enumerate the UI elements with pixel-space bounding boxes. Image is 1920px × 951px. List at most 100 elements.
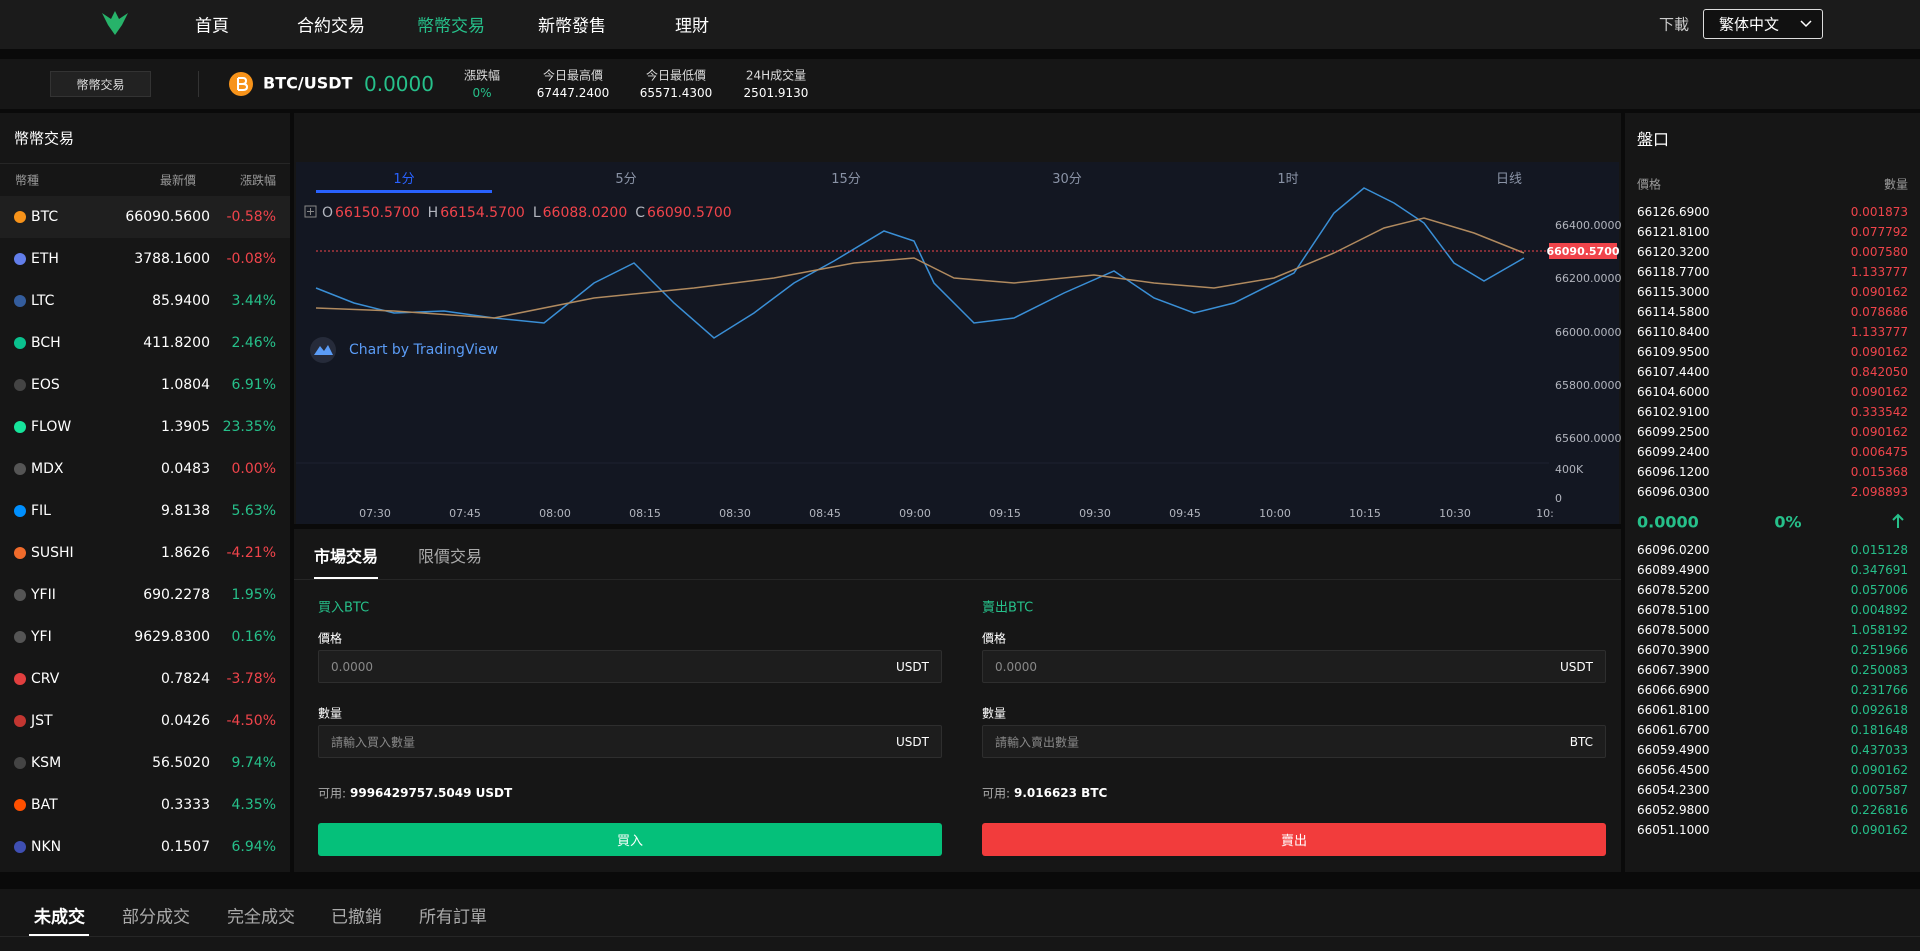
- coin-symbol: JST: [31, 713, 53, 729]
- interval-tab: 1时: [1277, 172, 1298, 187]
- book-price: 66102.9100: [1637, 405, 1710, 419]
- book-price: 66107.4400: [1637, 365, 1710, 379]
- change: -0.08%: [226, 251, 276, 267]
- book-price: 66061.6700: [1637, 723, 1710, 737]
- last-price: 0.7824: [161, 671, 210, 687]
- price-input[interactable]: 0.0000USDT: [982, 650, 1606, 683]
- order-tab[interactable]: 完全成交: [227, 903, 295, 928]
- mid-price: 0.0000: [1637, 513, 1699, 532]
- market-row[interactable]: BAT0.33334.35%: [0, 784, 290, 826]
- price-tick: 65800.0000: [1555, 379, 1621, 392]
- top-nav: 首頁 合約交易 幣幣交易 新幣發售 理財 下載 繁体中文: [0, 0, 1920, 49]
- last-price: 1.3905: [161, 419, 210, 435]
- placeholder: 請輸入買入數量: [331, 734, 415, 751]
- book-amount: 2.098893: [1851, 485, 1908, 499]
- market-row[interactable]: MDX0.04830.00%: [0, 448, 290, 490]
- nav-item[interactable]: 合約交易: [297, 12, 365, 37]
- coin-icon: [14, 379, 26, 391]
- book-price: 66078.5100: [1637, 603, 1710, 617]
- coin-icon: [14, 463, 26, 475]
- coin-symbol: NKN: [31, 839, 61, 855]
- ohlc-value: 66088.0200: [543, 205, 628, 221]
- time-tick: 10:: [1536, 507, 1554, 520]
- interval-tab: 15分: [831, 172, 861, 187]
- market-row[interactable]: CRV0.7824-3.78%: [0, 658, 290, 700]
- tv-watermark: Chart by TradingView: [349, 342, 498, 358]
- coin-icon: [14, 715, 26, 727]
- download-link[interactable]: 下載: [1659, 14, 1689, 35]
- panel-title: 幣幣交易: [14, 128, 74, 149]
- market-row[interactable]: LTC85.94003.44%: [0, 280, 290, 322]
- dropdown-arrow: [1800, 20, 1812, 29]
- book-price: 66089.4900: [1637, 563, 1710, 577]
- nav-item[interactable]: 理財: [675, 12, 709, 37]
- book-amount: 0.004892: [1851, 603, 1908, 617]
- submit-button[interactable]: 賣出: [982, 823, 1606, 856]
- price-tick: 65600.0000: [1555, 432, 1621, 445]
- coin-icon: [14, 337, 26, 349]
- nav-item[interactable]: 幣幣交易: [417, 12, 485, 37]
- order-tab[interactable]: 未成交: [34, 903, 85, 928]
- market-row[interactable]: BTC66090.5600-0.58%: [0, 196, 290, 238]
- price-input[interactable]: 0.0000USDT: [318, 650, 942, 683]
- interval-tab: 1分: [393, 172, 414, 187]
- book-amount: 1.133777: [1851, 265, 1908, 279]
- order-tab[interactable]: 部分成交: [122, 903, 190, 928]
- book-price: 66066.6900: [1637, 683, 1710, 697]
- nav-item[interactable]: 新幣發售: [538, 12, 606, 37]
- interval-tab: 日线: [1496, 172, 1522, 187]
- divider: [0, 936, 1920, 937]
- market-row[interactable]: JST0.0426-4.50%: [0, 700, 290, 742]
- market-tab[interactable]: 幣幣交易: [50, 71, 151, 97]
- book-price: 66118.7700: [1637, 265, 1710, 279]
- book-amount: 0.347691: [1851, 563, 1908, 577]
- book-price: 66070.3900: [1637, 643, 1710, 657]
- market-row[interactable]: YFII690.22781.95%: [0, 574, 290, 616]
- market-row[interactable]: NKN0.15076.94%: [0, 826, 290, 868]
- change: 5.63%: [232, 503, 276, 519]
- last-price: 1.8626: [161, 545, 210, 561]
- market-row[interactable]: ETH3788.1600-0.08%: [0, 238, 290, 280]
- stat-label: 24H成交量: [746, 67, 806, 84]
- price-tick: 66400.0000: [1555, 219, 1621, 232]
- change: 23.35%: [223, 419, 276, 435]
- submit-button[interactable]: 買入: [318, 823, 942, 856]
- trade-tab[interactable]: 市場交易: [314, 543, 378, 567]
- market-row[interactable]: YFI9629.83000.16%: [0, 616, 290, 658]
- book-amount: 0.842050: [1851, 365, 1908, 379]
- last-price: 0.1507: [161, 839, 210, 855]
- last-price-label: 66090.5700: [1546, 245, 1619, 258]
- order-tab[interactable]: 已撤銷: [331, 903, 382, 928]
- amount-input[interactable]: 請輸入買入數量USDT: [318, 725, 942, 758]
- time-tick: 09:30: [1079, 507, 1111, 520]
- unit: USDT: [1560, 660, 1593, 674]
- amount-input[interactable]: 請輸入賣出數量BTC: [982, 725, 1606, 758]
- market-row[interactable]: BCH411.82002.46%: [0, 322, 290, 364]
- pair: BTC/USDT: [263, 74, 352, 93]
- nav-item[interactable]: 首頁: [195, 12, 229, 37]
- ohlc-key: L: [533, 205, 541, 221]
- market-row[interactable]: KSM56.50209.74%: [0, 742, 290, 784]
- interval-tab: 30分: [1052, 172, 1082, 187]
- book-amount: 0.090162: [1851, 763, 1908, 777]
- market-row[interactable]: FIL9.81385.63%: [0, 490, 290, 532]
- book-price: 66067.3900: [1637, 663, 1710, 677]
- coin-icon: [14, 631, 26, 643]
- book-amount: 0.333542: [1851, 405, 1908, 419]
- order-book: 盤口 價格 數量 66126.69000.00187366121.81000.0…: [1625, 113, 1920, 872]
- market-row[interactable]: SUSHI1.8626-4.21%: [0, 532, 290, 574]
- trade-panel: 市場交易 限價交易 買入BTC價格0.0000USDT數量請輸入買入數量USDT…: [294, 529, 1621, 872]
- market-row[interactable]: FLOW1.390523.35%: [0, 406, 290, 448]
- trade-tab[interactable]: 限價交易: [418, 543, 482, 567]
- coin-symbol: MDX: [31, 461, 63, 477]
- market-row[interactable]: EOS1.08046.91%: [0, 364, 290, 406]
- book-price: 66096.1200: [1637, 465, 1710, 479]
- language-select[interactable]: 繁体中文: [1703, 9, 1823, 39]
- order-tab[interactable]: 所有訂單: [419, 903, 487, 928]
- book-price: 66126.6900: [1637, 205, 1710, 219]
- header: 漲跌幅: [240, 172, 276, 189]
- coin-icon: [14, 295, 26, 307]
- book-amount: 0.007580: [1851, 245, 1908, 259]
- ohlc-key: H: [428, 205, 439, 221]
